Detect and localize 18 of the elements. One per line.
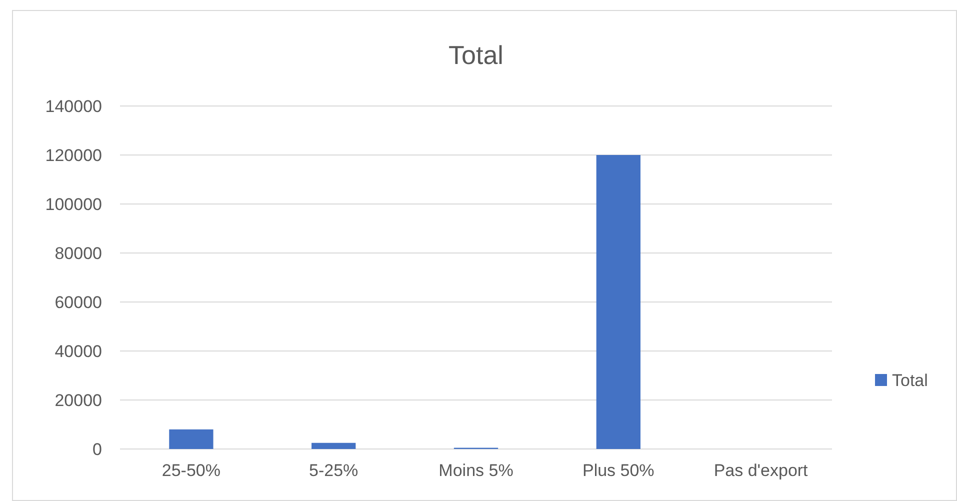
- y-tick-label: 100000: [45, 194, 102, 214]
- x-tick-label: 25-50%: [162, 461, 221, 480]
- legend-label: Total: [892, 370, 928, 390]
- y-tick-label: 60000: [54, 292, 102, 312]
- bar: [312, 442, 356, 449]
- bar: [596, 155, 640, 449]
- chart-title: Total: [448, 40, 504, 70]
- y-tick-label: 0: [92, 440, 102, 459]
- x-tick-label: Moins 5%: [438, 461, 514, 480]
- x-tick-label: 5-25%: [309, 461, 358, 480]
- y-tick-label: 20000: [54, 390, 102, 410]
- y-tick-label: 140000: [45, 96, 102, 116]
- x-tick-label: Pas d'export: [714, 461, 808, 480]
- y-tick-label: 40000: [54, 342, 102, 361]
- y-tick-label: 80000: [54, 244, 102, 263]
- bar: [169, 429, 214, 449]
- x-tick-label: Plus 50%: [582, 461, 654, 480]
- y-tick-label: 120000: [45, 146, 102, 165]
